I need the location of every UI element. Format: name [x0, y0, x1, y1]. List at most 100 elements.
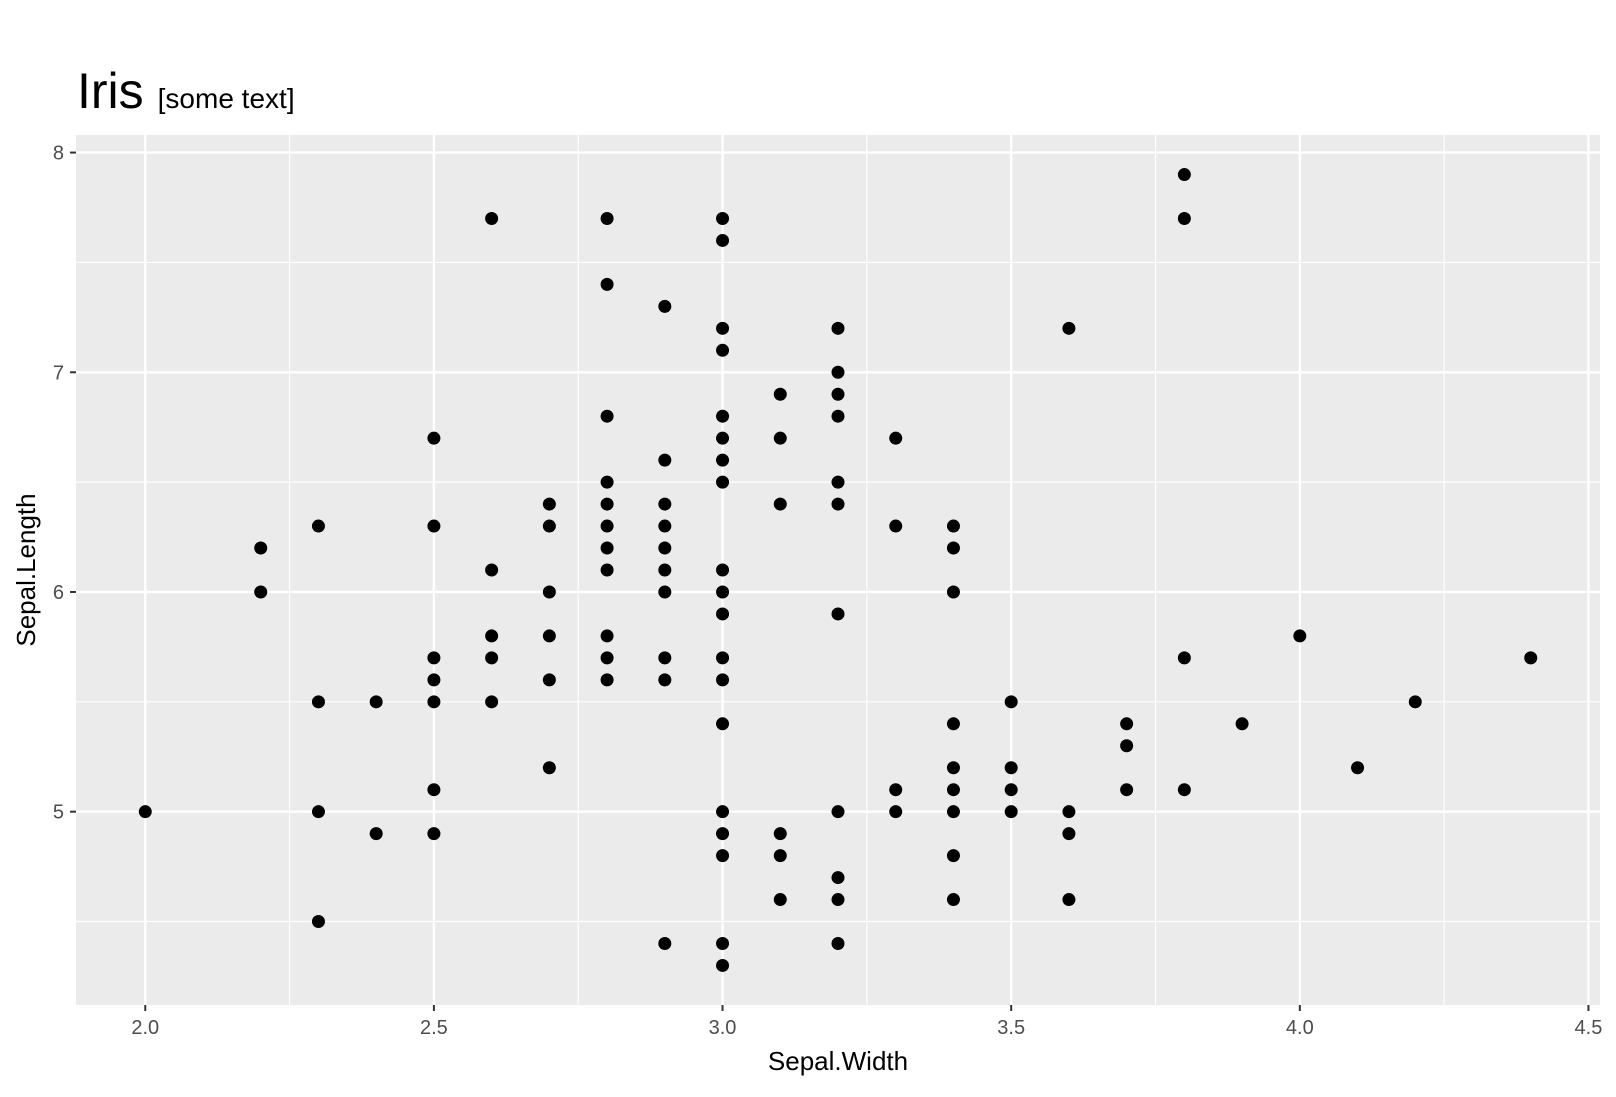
point [716, 827, 730, 841]
point [1177, 651, 1191, 665]
point [1004, 805, 1018, 819]
y-tick-label: 6 [53, 582, 64, 604]
point [889, 783, 903, 797]
point [716, 211, 730, 225]
y-tick-label: 5 [53, 802, 64, 824]
point [831, 805, 845, 819]
point [716, 453, 730, 467]
point [542, 629, 556, 643]
point [658, 563, 672, 577]
point [1004, 761, 1018, 775]
x-tick-label: 2.0 [131, 1017, 159, 1039]
x-tick-label: 4.0 [1286, 1017, 1314, 1039]
point [716, 958, 730, 972]
x-tick-label: 3.0 [709, 1017, 737, 1039]
point [946, 805, 960, 819]
point [1120, 739, 1134, 753]
point [542, 761, 556, 775]
point [600, 519, 614, 533]
point [600, 651, 614, 665]
point [716, 409, 730, 423]
point [716, 321, 730, 335]
y-axis-title: Sepal.Length [11, 493, 41, 646]
point [427, 431, 441, 445]
point [1408, 695, 1422, 709]
point [1062, 893, 1076, 907]
point [427, 651, 441, 665]
point [1293, 629, 1307, 643]
point [658, 497, 672, 511]
point [831, 871, 845, 885]
point [600, 563, 614, 577]
point [600, 673, 614, 687]
point [946, 849, 960, 863]
point [1177, 783, 1191, 797]
point [716, 343, 730, 357]
point [1062, 321, 1076, 335]
point [831, 365, 845, 379]
point [1524, 651, 1538, 665]
point [311, 519, 325, 533]
point [889, 519, 903, 533]
point [716, 936, 730, 950]
point [831, 936, 845, 950]
point [1177, 168, 1191, 182]
point [716, 431, 730, 445]
point [485, 211, 499, 225]
point [369, 695, 383, 709]
y-tick-label: 7 [53, 362, 64, 384]
point [773, 387, 787, 401]
point [831, 409, 845, 423]
point [1120, 783, 1134, 797]
point [831, 321, 845, 335]
point [773, 827, 787, 841]
point [311, 805, 325, 819]
point [600, 211, 614, 225]
point [716, 475, 730, 489]
point [889, 431, 903, 445]
point [485, 695, 499, 709]
point [889, 805, 903, 819]
point [542, 519, 556, 533]
x-tick-label: 2.5 [420, 1017, 448, 1039]
point [716, 563, 730, 577]
point [600, 475, 614, 489]
point [946, 519, 960, 533]
point [946, 585, 960, 599]
x-axis-title: Sepal.Width [768, 1046, 908, 1076]
point [138, 805, 152, 819]
point [542, 585, 556, 599]
point [1004, 783, 1018, 797]
point [254, 585, 268, 599]
point [716, 607, 730, 621]
point [485, 651, 499, 665]
point [658, 453, 672, 467]
point [773, 893, 787, 907]
point [946, 717, 960, 731]
point [600, 497, 614, 511]
chart-subtitle: [some text] [158, 83, 295, 114]
point [1351, 761, 1365, 775]
point [831, 607, 845, 621]
point [311, 915, 325, 929]
point [946, 893, 960, 907]
point [716, 585, 730, 599]
point [716, 805, 730, 819]
point [946, 541, 960, 555]
point [1177, 211, 1191, 225]
point [658, 541, 672, 555]
point [542, 673, 556, 687]
x-tick-label: 4.5 [1575, 1017, 1603, 1039]
point [716, 651, 730, 665]
point [716, 717, 730, 731]
point [831, 893, 845, 907]
point [773, 849, 787, 863]
point [831, 475, 845, 489]
point [254, 541, 268, 555]
point [831, 387, 845, 401]
point [716, 673, 730, 687]
point [1062, 805, 1076, 819]
plot-panel [76, 135, 1600, 1005]
y-tick-label: 8 [53, 143, 64, 165]
